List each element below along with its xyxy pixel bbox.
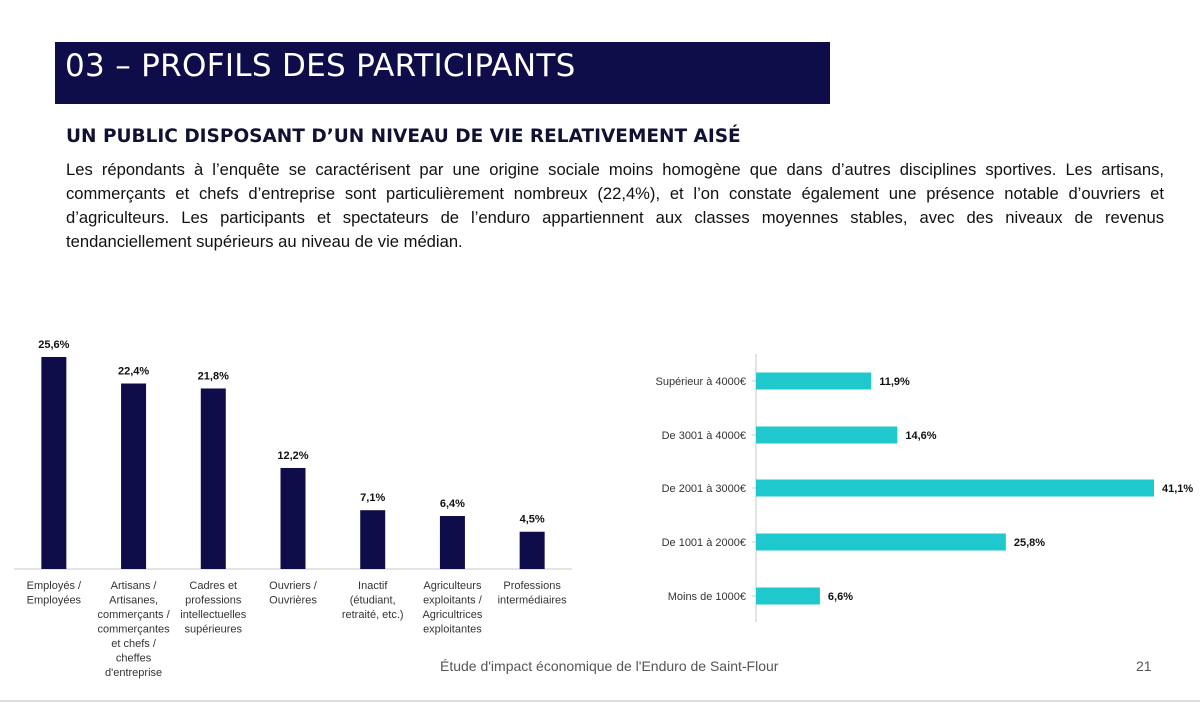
data-label: 14,6%: [905, 430, 936, 442]
slide-paragraph: Les répondants à l’enquête se caractéris…: [66, 160, 1164, 251]
data-label: 25,6%: [38, 339, 69, 351]
slide-title: 03 – PROFILS DES PARTICIPANTS: [65, 48, 576, 84]
bar: [121, 383, 147, 569]
slide-subtitle: UN PUBLIC DISPOSANT D’UN NIVEAU DE VIE R…: [66, 126, 741, 147]
data-label: 25,8%: [1014, 537, 1045, 549]
bar: [519, 531, 545, 569]
data-label: 12,2%: [277, 450, 308, 462]
data-label: 6,4%: [440, 498, 465, 510]
category-label: Moins de 1000€: [668, 591, 746, 603]
data-label: 7,1%: [360, 492, 385, 504]
bar: [756, 533, 1006, 551]
category-label: Artisans / Artisanes, commerçants / commerç…: [98, 580, 171, 679]
data-label: 6,6%: [828, 591, 853, 603]
income-bar-chart: Supérieur à 4000€ 11,9% De 3001 à 4000€ 14,…: [655, 354, 1193, 622]
category-label: De 2001 à 3000€: [662, 483, 746, 495]
category-label: De 1001 à 2000€: [662, 537, 746, 549]
occupation-bar-chart: 25,6% Employés / Employées 22,4% Artisans / A…: [14, 339, 572, 679]
category-label: Ouvriers / Ouvrières: [269, 580, 318, 607]
category-label: Agriculteurs exploitants / Agricultrices ex…: [422, 580, 482, 636]
bar: [756, 479, 1154, 497]
data-label: 21,8%: [198, 370, 229, 382]
footer-text: Étude d'impact économique de l'Enduro de…: [440, 658, 779, 674]
data-label: 4,5%: [520, 514, 545, 526]
category-label: Professions intermédiaires: [498, 580, 568, 607]
category-label: Inactif (étudiant, retraité, etc.): [342, 580, 404, 621]
bar: [756, 587, 820, 605]
title-banner: 03 – PROFILS DES PARTICIPANTS: [55, 42, 830, 104]
bar: [756, 372, 872, 390]
bar: [439, 516, 465, 569]
category-label: Employés / Employées: [27, 580, 82, 607]
bar: [280, 467, 306, 569]
category-label: Cadres et professions intellectuelles supér…: [180, 580, 247, 636]
category-label: Supérieur à 4000€: [655, 376, 746, 388]
bar: [360, 510, 386, 569]
category-label: De 3001 à 4000€: [662, 430, 746, 442]
bar: [41, 357, 67, 569]
data-label: 11,9%: [879, 376, 910, 388]
bottom-rule: [0, 700, 1200, 702]
bar: [200, 388, 226, 569]
data-label: 22,4%: [118, 366, 149, 378]
bar: [756, 426, 898, 444]
data-label: 41,1%: [1162, 483, 1193, 495]
page-number: 21: [1136, 658, 1152, 674]
